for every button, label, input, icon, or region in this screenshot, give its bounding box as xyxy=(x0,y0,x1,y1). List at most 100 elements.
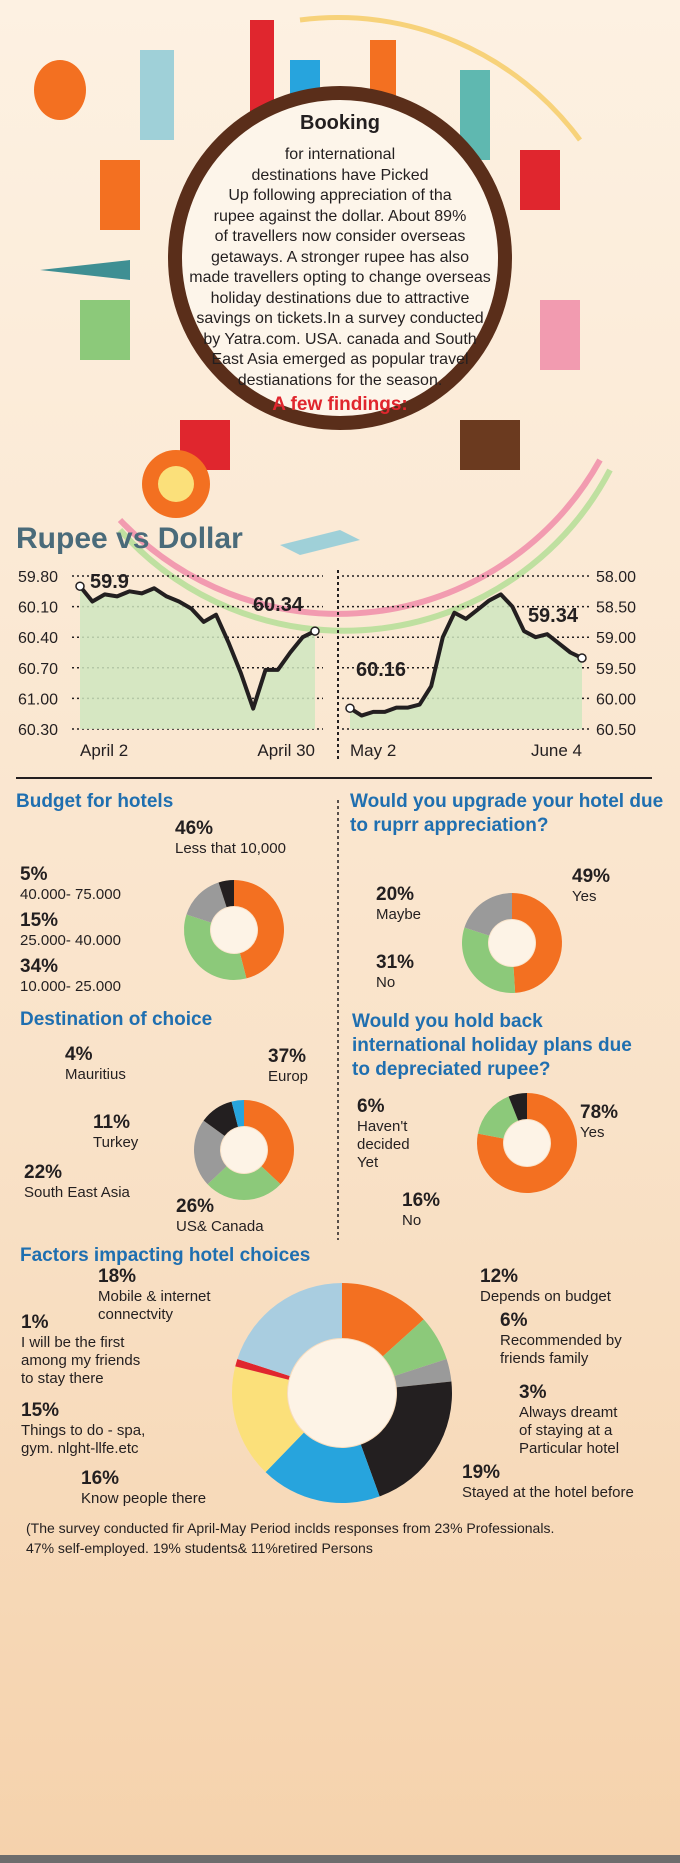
header-line: of travellers now consider overseas xyxy=(214,228,466,245)
value-label: 15% xyxy=(21,1400,60,1421)
value-label: 6% xyxy=(357,1096,385,1117)
value-label: 3% xyxy=(519,1382,547,1403)
slice-label: 34% 10.000- 25.000 xyxy=(20,956,121,996)
y-tick-label: 60.50 xyxy=(596,722,636,739)
point-marker xyxy=(577,653,587,663)
slice-label: 18% Mobile & internet connectvity xyxy=(98,1266,211,1324)
category-label: South East Asia xyxy=(24,1184,130,1201)
donut-slice xyxy=(265,1432,380,1503)
donut-slice xyxy=(232,1366,304,1473)
area xyxy=(350,594,582,729)
slice-label: 12% Depends on budget xyxy=(480,1266,611,1306)
slice-label: 26% US& Canada xyxy=(176,1196,264,1236)
data-label: 59.9 xyxy=(90,571,129,593)
point-marker xyxy=(345,703,355,713)
header-title: Booking xyxy=(300,112,380,134)
slice-label: 19% Stayed at the hotel before xyxy=(462,1462,634,1502)
category-label: Mauritius xyxy=(65,1066,126,1083)
header-line: destianations for the season. xyxy=(237,371,443,389)
header-line: rupee against the dollar. About 89% xyxy=(213,207,467,225)
slice-label: 3% Always dreamt of staying at a Particul… xyxy=(519,1382,619,1458)
data-label: 59.34 xyxy=(528,605,579,627)
donut-slice xyxy=(244,1100,294,1185)
data-label: 60.34 xyxy=(253,594,304,616)
slice-label: 37% Europ xyxy=(268,1046,308,1086)
donut-slice xyxy=(234,880,284,979)
header-line: getaways. A stronger rupee has also xyxy=(211,248,469,266)
value-label: 19% xyxy=(462,1462,501,1483)
category-label: Depends on budget xyxy=(480,1288,611,1305)
chart-title: Budget for hotels xyxy=(16,791,174,812)
value-label: 16% xyxy=(81,1468,120,1489)
category-label: Stayed at the hotel before xyxy=(462,1484,634,1501)
category-label: Haven't decided Yet xyxy=(357,1118,410,1171)
slice-label: 16% Know people there xyxy=(81,1468,206,1508)
header-line: Up following appreciation of tha xyxy=(228,187,452,204)
value-label: 31% xyxy=(376,952,415,973)
category-label: Recommended by friends family xyxy=(500,1332,622,1367)
donut-slice xyxy=(508,1093,527,1121)
donut-slice xyxy=(464,893,512,936)
x-tick-label: April 2 xyxy=(80,741,128,760)
x-tick-label: April 30 xyxy=(257,741,315,760)
donut-hole xyxy=(288,1339,396,1447)
slice-label: 78% Yes xyxy=(580,1102,618,1142)
value-label: 12% xyxy=(480,1266,519,1287)
value-label: 16% xyxy=(402,1190,441,1211)
slice-label: 1% I will be the first among my friends t… xyxy=(21,1312,140,1388)
donut-hole xyxy=(489,920,535,966)
category-label: Mobile & internet connectvity xyxy=(98,1288,211,1323)
category-label: Europ xyxy=(268,1068,309,1085)
header-line: destinations have Picked xyxy=(251,166,429,184)
category-label: 10.000- 25.000 xyxy=(20,978,121,995)
donut-hole xyxy=(504,1120,550,1166)
header-line: holiday destinations due to attractive xyxy=(210,289,470,307)
value-label: 15% xyxy=(20,910,59,931)
donut-hole xyxy=(221,1127,267,1173)
slice-label: 5% 40.000- 75.000 xyxy=(20,864,121,904)
header-line: for international xyxy=(284,146,396,163)
value-label: 78% xyxy=(580,1102,619,1123)
donut-slice xyxy=(461,927,516,993)
slice-label: 6% Haven't decided Yet xyxy=(357,1096,410,1172)
donut-slice xyxy=(235,1359,290,1380)
point-marker xyxy=(310,626,320,636)
x-tick-label: May 2 xyxy=(350,741,396,760)
slice-label: 20% Maybe xyxy=(376,884,421,924)
footnote: 47% self-employed. 19% students& 11%reti… xyxy=(26,1540,373,1556)
category-label: Know people there xyxy=(81,1490,207,1507)
y-tick-label: 60.00 xyxy=(596,691,636,708)
header-line: made travellers opting to change oversea… xyxy=(189,269,491,286)
y-tick-label: 59.80 xyxy=(18,569,58,586)
value-label: 5% xyxy=(20,864,48,885)
header-line: savings on tickets.In a survey conducted xyxy=(196,310,484,327)
point-marker xyxy=(75,581,85,591)
section-title: Rupee vs Dollar xyxy=(16,522,243,555)
y-tick-label: 61.00 xyxy=(18,691,58,708)
y-tick-label: 58.50 xyxy=(596,600,636,617)
header-line: East Asia emerged as popular travel xyxy=(211,351,469,368)
donut-slice xyxy=(203,1101,239,1136)
donut-slice xyxy=(394,1359,452,1388)
header-highlight: A few findings: xyxy=(272,394,408,415)
value-label: 46% xyxy=(175,818,214,839)
y-tick-label: 60.10 xyxy=(18,600,58,617)
slice-label: 6% Recommended by friends family xyxy=(500,1310,622,1368)
value-label: 49% xyxy=(572,866,611,887)
value-label: 20% xyxy=(376,884,415,905)
x-tick-label: June 4 xyxy=(531,741,582,760)
line xyxy=(78,584,316,711)
donut-hole xyxy=(211,907,257,953)
donut-slice xyxy=(382,1319,447,1377)
category-label: US& Canada xyxy=(176,1218,264,1235)
value-label: 37% xyxy=(268,1046,307,1067)
slice-label: 4% Mauritius xyxy=(65,1044,126,1084)
slice-label: 11% Turkey xyxy=(93,1112,138,1152)
slice-label: 15% 25.000- 40.000 xyxy=(20,910,121,950)
slice-label: 15% Things to do - spa, gym. nlght-llfe.e… xyxy=(21,1400,145,1458)
slice-label: 46% Less that 10,000 xyxy=(175,818,286,858)
category-label: Things to do - spa, gym. nlght-llfe.etc xyxy=(21,1422,146,1457)
y-tick-label: 58.00 xyxy=(596,569,636,586)
category-label: Maybe xyxy=(376,906,422,923)
value-label: 6% xyxy=(500,1310,528,1331)
